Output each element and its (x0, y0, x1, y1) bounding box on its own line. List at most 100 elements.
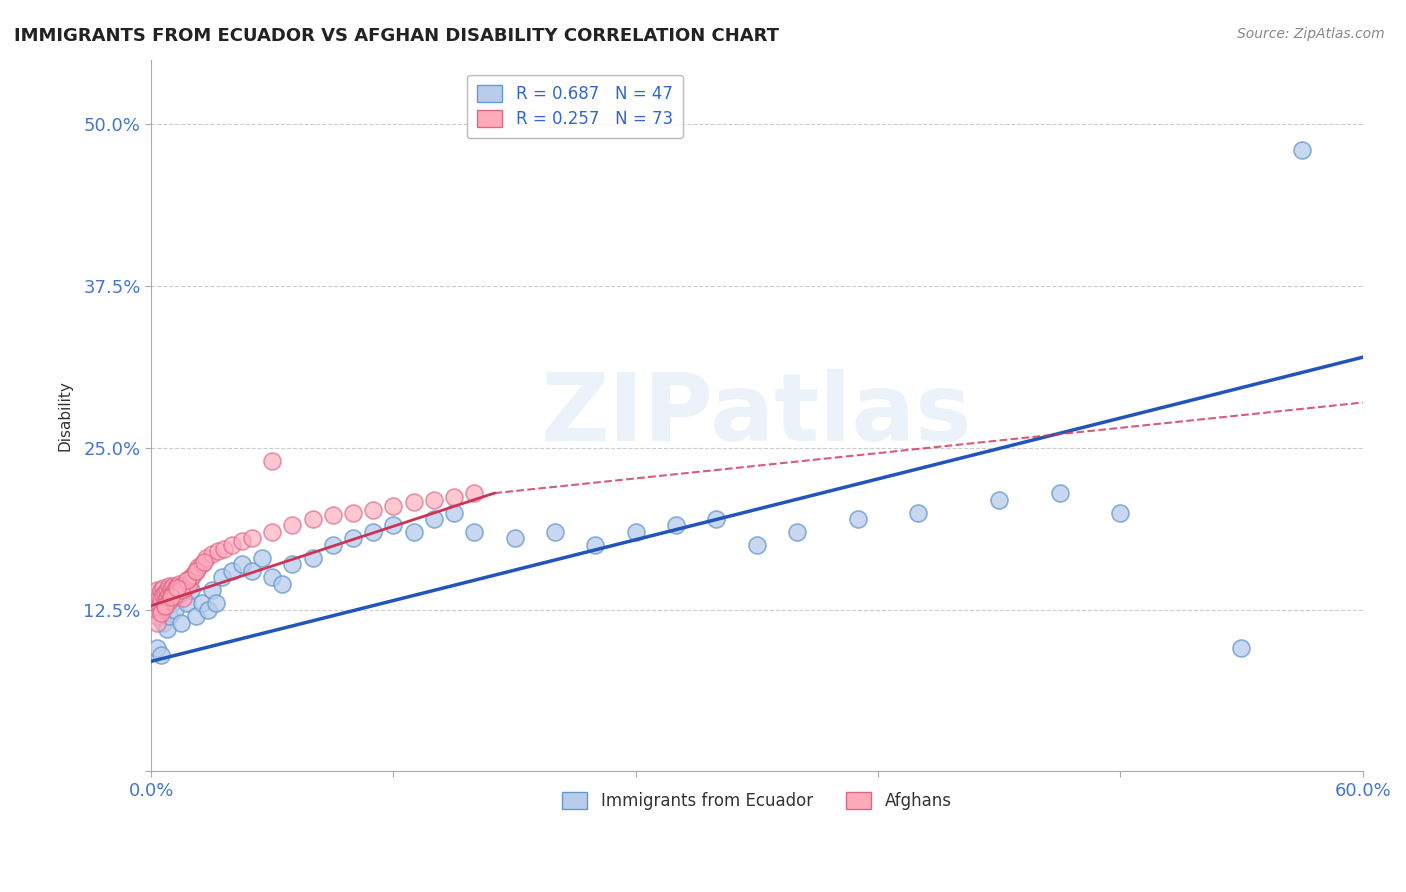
Point (152, 581, 174, 595)
Point (157, 609, 180, 624)
Point (152, 615, 174, 630)
Point (201, 583, 224, 598)
Point (166, 587, 188, 601)
Point (165, 590, 187, 604)
Point (342, 506, 364, 520)
Point (240, 564, 263, 578)
Point (184, 564, 207, 578)
Point (211, 570, 233, 584)
Point (745, 538, 768, 552)
Point (160, 590, 183, 604)
Point (160, 581, 183, 595)
Point (190, 596, 212, 610)
Point (176, 596, 198, 610)
Point (322, 508, 344, 523)
Point (174, 581, 197, 595)
Point (503, 532, 526, 546)
Point (156, 583, 179, 598)
Point (322, 538, 344, 552)
Point (706, 512, 728, 526)
Point (150, 607, 173, 621)
Point (194, 550, 217, 565)
Point (170, 583, 193, 598)
Point (146, 641, 169, 656)
Point (463, 486, 485, 500)
Point (1291, 143, 1313, 157)
Point (382, 499, 405, 513)
Point (143, 599, 166, 613)
Point (155, 599, 177, 613)
Point (184, 609, 207, 624)
Point (212, 541, 235, 556)
Point (786, 524, 808, 539)
Point (170, 615, 193, 630)
Point (146, 583, 169, 598)
Point (162, 586, 184, 600)
Point (169, 576, 191, 591)
Point (166, 579, 188, 593)
Point (204, 596, 226, 610)
Point (184, 564, 207, 578)
Point (221, 538, 243, 552)
Point (301, 512, 323, 526)
Point (157, 587, 180, 601)
Point (193, 555, 215, 569)
Point (160, 596, 183, 610)
Point (207, 544, 229, 558)
Point (170, 586, 193, 600)
Point (361, 503, 384, 517)
Point (155, 593, 177, 607)
Point (583, 538, 606, 552)
Point (361, 524, 384, 539)
Point (169, 583, 191, 598)
Point (155, 586, 177, 600)
Point (624, 524, 647, 539)
Point (172, 583, 194, 598)
Point (907, 506, 929, 520)
Point (172, 591, 194, 605)
Point (544, 524, 567, 539)
Point (166, 581, 188, 595)
Point (1109, 506, 1132, 520)
Point (156, 622, 179, 636)
Point (160, 588, 183, 602)
Point (142, 602, 165, 616)
Point (382, 518, 405, 533)
Point (240, 532, 263, 546)
Point (142, 596, 165, 610)
Point (197, 602, 219, 616)
Point (342, 532, 364, 546)
Point (231, 534, 253, 549)
Point (150, 592, 173, 607)
Point (157, 579, 180, 593)
Point (165, 582, 187, 596)
Point (250, 550, 273, 565)
Point (155, 599, 177, 613)
Point (180, 583, 202, 598)
Text: IMMIGRANTS FROM ECUADOR VS AFGHAN DISABILITY CORRELATION CHART: IMMIGRANTS FROM ECUADOR VS AFGHAN DISABI… (14, 27, 779, 45)
Point (143, 590, 166, 604)
Point (443, 506, 465, 520)
Point (165, 602, 187, 616)
Point (176, 573, 198, 587)
Point (156, 591, 179, 605)
Point (1230, 641, 1253, 656)
Point (148, 599, 170, 613)
Point (402, 524, 425, 539)
Point (180, 570, 202, 584)
Point (150, 602, 173, 616)
Point (231, 558, 253, 572)
Point (152, 588, 174, 602)
Point (262, 524, 284, 539)
Point (443, 490, 465, 504)
Point (146, 615, 169, 630)
Point (665, 518, 688, 533)
Point (221, 564, 243, 578)
Point (271, 576, 294, 591)
Point (262, 570, 284, 584)
Point (1049, 486, 1071, 500)
Point (176, 573, 198, 587)
Point (463, 524, 485, 539)
Point (150, 648, 173, 662)
Point (281, 518, 304, 533)
